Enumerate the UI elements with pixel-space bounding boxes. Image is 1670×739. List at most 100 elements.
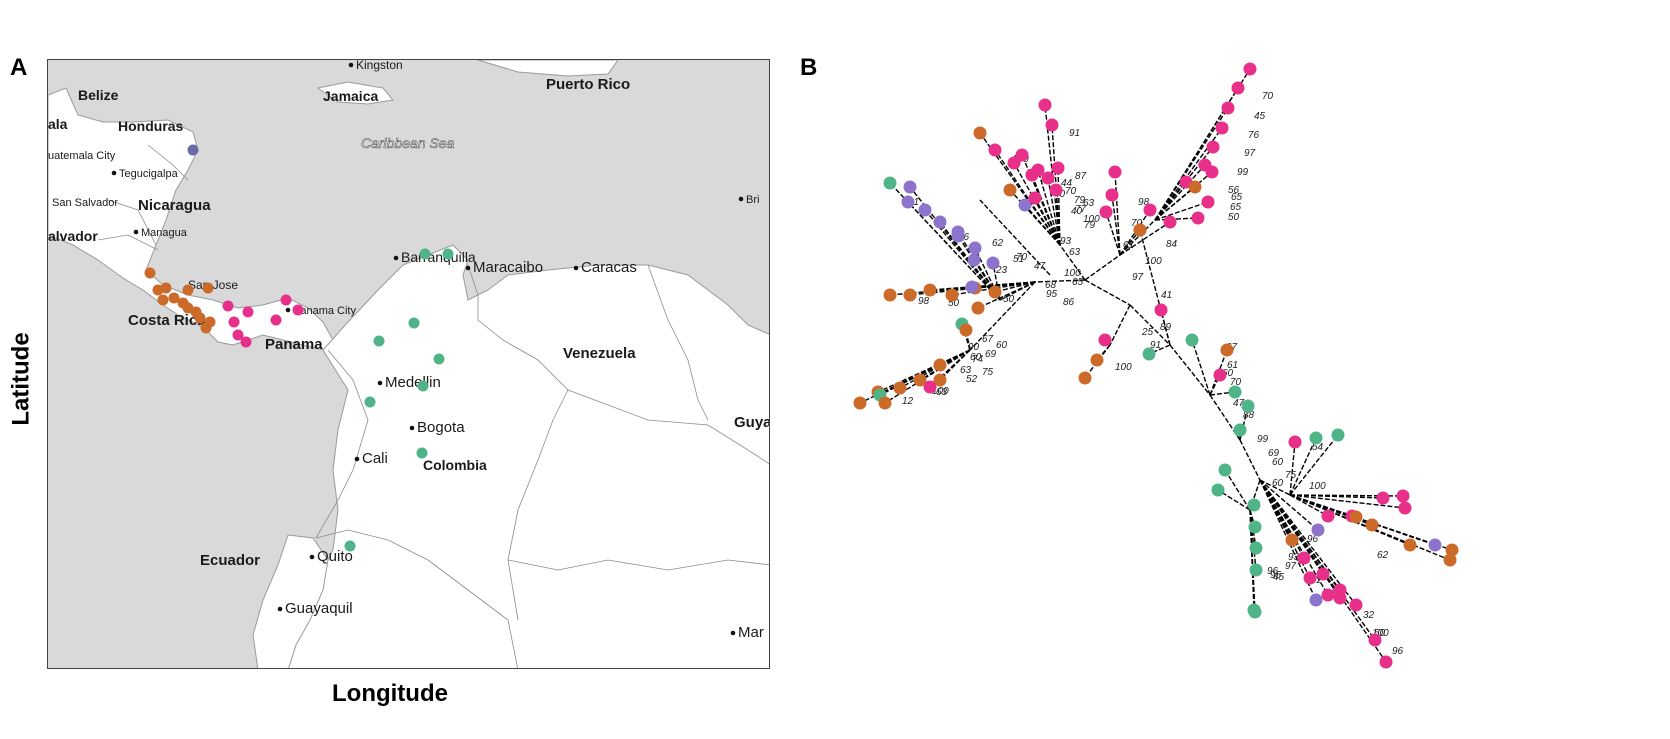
tree-branch: [1259, 479, 1291, 496]
city-marker: [277, 606, 283, 612]
tip-purple: [968, 241, 982, 255]
tree-branch: [979, 199, 1051, 276]
bootstrap-value: 25: [1141, 327, 1154, 338]
tree-branch: [1119, 221, 1171, 256]
bootstrap-value: 69: [985, 349, 997, 360]
tree-branch: [1154, 107, 1229, 221]
bootstrap-value: 98: [1138, 197, 1150, 208]
sample-point-pink: [270, 314, 282, 326]
city-marker: [409, 425, 415, 431]
tree-branch: [1154, 186, 1196, 221]
sample-point-blue: [187, 144, 199, 156]
bootstrap-value: 60: [1272, 478, 1284, 489]
bootstrap-value: 75: [982, 367, 994, 378]
tip-pink: [923, 380, 937, 394]
tip-purple: [933, 215, 947, 229]
x-axis-label: Longitude: [332, 680, 448, 707]
tree-branch: [1289, 494, 1357, 518]
sample-point-pink: [222, 300, 234, 312]
map-canvas: Belize Honduras Jamaica Puerto Rico ala Nicar…: [48, 60, 770, 668]
tip-pink: [1376, 491, 1390, 505]
tip-pink: [1098, 333, 1112, 347]
sample-point-pink: [232, 329, 244, 341]
tree-branch: [1154, 181, 1187, 221]
sample-point-orange: [144, 267, 156, 279]
tree-branch: [1034, 197, 1061, 246]
bootstrap-value: 52: [966, 374, 978, 385]
bootstrap-value: 96: [1307, 534, 1319, 545]
ecuador-coast-land: [252, 534, 329, 668]
sample-point-orange: [160, 282, 172, 294]
tip-purple: [903, 180, 917, 194]
tip-pink: [1398, 501, 1412, 515]
sample-point-pink: [242, 306, 254, 318]
tip-purple: [1018, 198, 1032, 212]
map-panel[interactable]: Belize Honduras Jamaica Puerto Rico ala Nicar…: [47, 59, 770, 669]
country-label: Guya: [734, 414, 770, 431]
tip-pink: [1025, 168, 1039, 182]
tip-pink: [1143, 203, 1157, 217]
bootstrap-value: 65: [1231, 192, 1243, 203]
bootstrap-value: 63: [960, 365, 972, 376]
tree-branch: [1191, 339, 1211, 396]
country-label: Nicaragua: [138, 197, 211, 214]
tip-pink: [1288, 435, 1302, 449]
tree-branch: [1084, 254, 1121, 281]
map-labels: Belize Honduras Jamaica Puerto Rico ala Nicar…: [48, 60, 770, 641]
bootstrap-value: 79: [1084, 220, 1096, 231]
tip-purple: [986, 256, 1000, 270]
bootstrap-value: 45: [1254, 111, 1266, 122]
tip-orange: [1090, 353, 1104, 367]
tip-purple: [967, 253, 981, 267]
tip-orange: [1445, 543, 1459, 557]
tip-green: [1331, 428, 1345, 442]
tree-branch: [1105, 211, 1121, 256]
tip-orange: [971, 301, 985, 315]
sample-point-pink: [228, 316, 240, 328]
tree-branch: [1031, 174, 1061, 246]
city-label: Bri: [746, 194, 759, 206]
city-label: San Salvador: [52, 197, 118, 209]
tree-branch: [1289, 437, 1317, 496]
country-label: Panama: [265, 336, 323, 353]
bootstrap-value: 96: [1392, 646, 1404, 657]
bootstrap-value: 84: [1166, 239, 1178, 250]
bootstrap-value: 100: [1064, 268, 1081, 279]
tip-orange: [1188, 180, 1202, 194]
bootstrap-value: 100: [932, 386, 949, 397]
bootstrap-value: 93: [1288, 552, 1300, 563]
bootstrap-value: 98: [918, 296, 930, 307]
city-marker: [348, 62, 354, 68]
tip-pink: [1321, 509, 1335, 523]
sample-point-green: [364, 396, 376, 408]
city-label: Medellin: [385, 374, 441, 391]
tip-pink: [1015, 148, 1029, 162]
bootstrap-value: 62: [992, 238, 1004, 249]
tree-branch: [999, 281, 1036, 301]
border-line: [507, 559, 769, 571]
tree-branch: [1055, 189, 1061, 246]
bootstrap-value: 97: [1132, 272, 1144, 283]
country-label: Honduras: [118, 118, 184, 134]
tree-branch: [1057, 167, 1061, 246]
land-layer: [48, 60, 769, 668]
bootstrap-value: 63: [936, 387, 948, 398]
tree-branch: [1224, 469, 1251, 511]
central-america-land: [48, 87, 334, 351]
city-label: Managua: [141, 227, 188, 239]
tree-branches: [859, 68, 1453, 663]
country-label: Costa Rica: [128, 312, 206, 329]
sample-point-green: [408, 317, 420, 329]
city-label: San Jose: [188, 278, 238, 292]
tree-branch: [1119, 229, 1141, 256]
bootstrap-value: 70: [1065, 186, 1077, 197]
bootstrap-value: 70: [1262, 91, 1274, 102]
city-label: uatemala City: [48, 150, 116, 162]
tree-branch: [924, 209, 1001, 301]
bootstrap-value: 97: [1244, 148, 1256, 159]
bootstrap-value: 63: [1069, 247, 1081, 258]
tip-orange: [1443, 553, 1457, 567]
country-label: Ecuador: [200, 552, 260, 569]
tip-orange: [1365, 518, 1379, 532]
tree-branch: [1289, 494, 1406, 509]
